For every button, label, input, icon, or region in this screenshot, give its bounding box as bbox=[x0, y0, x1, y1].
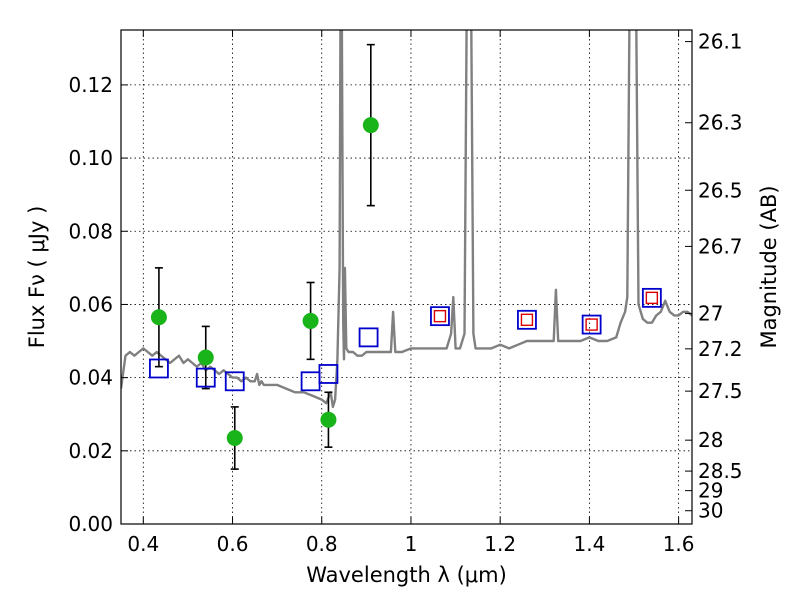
y-tick-label: 0.12 bbox=[68, 73, 113, 97]
x-tick-label: 0.4 bbox=[127, 532, 159, 556]
x-tick-label: 1 bbox=[405, 532, 418, 556]
x-tick-label: 1.6 bbox=[663, 532, 695, 556]
model-flux-square bbox=[581, 314, 602, 335]
magnitude-tick-label: 26.5 bbox=[698, 178, 743, 202]
grid-lines bbox=[121, 30, 692, 525]
observed-flux-point bbox=[197, 349, 214, 366]
observed-flux-point bbox=[362, 117, 379, 134]
tick-labels: 0.4 0.6 0.8 1 1.2 1.4 1.6 0.00 0.02 0.04 0.06 0.08 0… bbox=[68, 30, 742, 556]
y-axis-label: Flux Fν ( μJy ) bbox=[25, 206, 49, 349]
y-tick-label: 0.10 bbox=[68, 146, 113, 170]
model-flux-inner-square bbox=[433, 309, 447, 323]
y-tick-label: 0.08 bbox=[68, 219, 113, 243]
magnitude-tick-label: 26.3 bbox=[698, 111, 743, 135]
model-flux-square bbox=[195, 367, 216, 388]
model-spectrum-layer bbox=[121, 30, 692, 409]
magnitude-tick-label: 26.1 bbox=[698, 30, 743, 54]
y-tick-label: 0.00 bbox=[68, 512, 113, 536]
model-flux-square bbox=[300, 371, 321, 392]
x-tick-label: 1.2 bbox=[484, 532, 516, 556]
magnitude-tick-label: 28 bbox=[698, 428, 723, 452]
magnitude-tick-label: 30 bbox=[698, 499, 723, 523]
observed-flux-point bbox=[320, 411, 337, 428]
model-flux-square bbox=[430, 306, 450, 327]
magnitude-tick-label: 27 bbox=[698, 301, 723, 325]
data-markers-layer bbox=[149, 43, 662, 470]
magnitude-tick-label: 27.2 bbox=[698, 337, 743, 361]
magnitude-axis-label: Magnitude (AB) bbox=[757, 185, 781, 348]
model-flux-square bbox=[149, 358, 169, 379]
model-flux-square bbox=[517, 309, 537, 330]
y-tick-label: 0.04 bbox=[68, 366, 113, 390]
plot-frame bbox=[120, 29, 693, 525]
model-flux-inner-square bbox=[645, 291, 659, 305]
model-flux-square bbox=[358, 327, 379, 348]
x-tick-label: 0.8 bbox=[306, 532, 338, 556]
observed-flux-point bbox=[226, 430, 243, 447]
observed-flux-point bbox=[302, 312, 319, 329]
magnitude-tick-label: 29 bbox=[698, 479, 723, 503]
model-flux-square bbox=[641, 287, 662, 308]
x-axis-label: Wavelength λ (μm) bbox=[306, 563, 507, 587]
y-tick-label: 0.06 bbox=[68, 292, 113, 316]
magnitude-tick-label: 26.7 bbox=[698, 234, 743, 258]
model-flux-inner-square bbox=[520, 313, 534, 327]
y-tick-label: 0.02 bbox=[68, 439, 113, 463]
observed-flux-point bbox=[150, 309, 167, 326]
model-flux-square bbox=[318, 364, 339, 384]
magnitude-tick-label: 28.5 bbox=[698, 459, 743, 483]
model-flux-square bbox=[224, 371, 245, 392]
magnitude-tick-label: 27.5 bbox=[698, 379, 743, 403]
model-flux-inner-square bbox=[585, 318, 598, 331]
x-tick-label: 0.6 bbox=[217, 532, 249, 556]
model-spectrum-line bbox=[121, 30, 692, 409]
axis-ticks bbox=[121, 30, 692, 525]
x-tick-label: 1.4 bbox=[573, 532, 605, 556]
